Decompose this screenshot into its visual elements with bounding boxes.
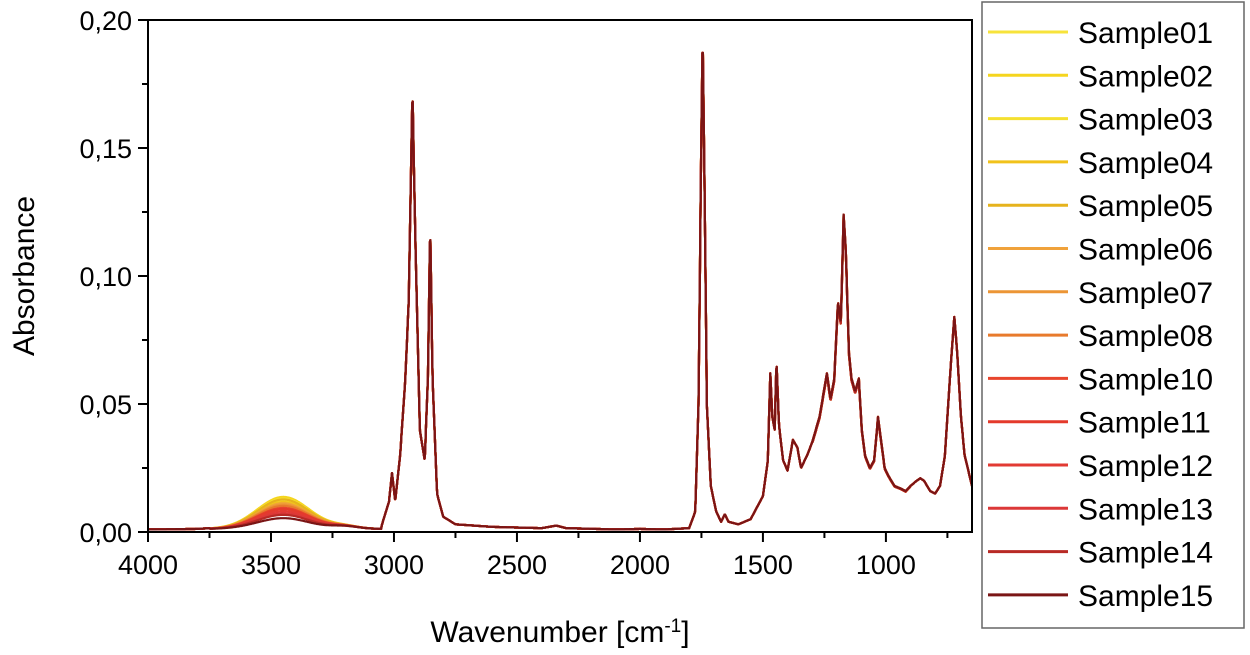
legend-label: Sample02: [1078, 60, 1213, 93]
x-axis-label: Wavenumber [cm-1]: [430, 616, 689, 650]
legend-label: Sample08: [1078, 320, 1213, 353]
legend-label: Sample11: [1078, 407, 1211, 440]
legend-label: Sample04: [1078, 147, 1213, 180]
series-line-Sample06: [147, 51, 974, 531]
x-axis-label-text: Wavenumber [cm: [430, 616, 664, 649]
series-line-Sample13: [147, 51, 974, 531]
series-line-Sample15: [147, 51, 974, 531]
y-tick-label: 0,20: [79, 6, 132, 36]
series-line-Sample02: [147, 51, 974, 531]
series-line-Sample08: [147, 51, 974, 531]
y-tick-label: 0,10: [79, 262, 132, 292]
series-line-Sample03: [147, 51, 974, 531]
legend-label: Sample15: [1078, 580, 1213, 613]
y-tick-label: 0,00: [79, 518, 132, 548]
y-tick-label: 0,05: [79, 390, 132, 420]
legend-label: Sample13: [1078, 493, 1213, 526]
legend-label: Sample01: [1078, 17, 1213, 50]
series-line-Sample05: [147, 51, 974, 531]
series-line-Sample10: [147, 51, 974, 531]
y-axis: 0,00 0,05 0,10 0,15 0,20: [79, 6, 148, 548]
series-line-Sample04: [147, 51, 974, 531]
series-lines: [147, 51, 974, 531]
legend-label: Sample06: [1078, 234, 1213, 267]
series-line-Sample11: [147, 51, 974, 531]
x-axis-label-superscript: -1: [664, 616, 681, 637]
x-tick-label: 2000: [610, 550, 670, 580]
plot-area-frame: [147, 19, 973, 533]
x-axis-label-end: ]: [681, 616, 689, 649]
x-tick-label: 3500: [241, 550, 301, 580]
legend-label: Sample14: [1078, 537, 1213, 570]
y-tick-label: 0,15: [79, 134, 132, 164]
y-axis-label: Absorbance: [8, 196, 41, 356]
legend-label: Sample10: [1078, 363, 1213, 396]
legend: Sample01 Sample02 Sample03 Sample04 Sample05…: [981, 1, 1245, 629]
legend-box: [981, 1, 1245, 629]
x-tick-label: 3000: [364, 550, 424, 580]
x-axis: 4000 3500 3000 2500 2000 1500 1000: [118, 532, 949, 580]
series-line-Sample07: [147, 51, 974, 531]
x-tick-label: 2500: [487, 550, 547, 580]
series-line-Sample14: [147, 51, 974, 531]
x-tick-label: 1500: [733, 550, 793, 580]
legend-label: Sample05: [1078, 190, 1213, 223]
legend-label: Sample03: [1078, 104, 1213, 137]
legend-label: Sample12: [1078, 450, 1213, 483]
x-tick-label: 1000: [856, 550, 916, 580]
x-tick-label: 4000: [118, 550, 178, 580]
series-line-Sample01: [147, 51, 974, 531]
legend-label: Sample07: [1078, 277, 1213, 310]
series-line-Sample12: [147, 51, 974, 531]
